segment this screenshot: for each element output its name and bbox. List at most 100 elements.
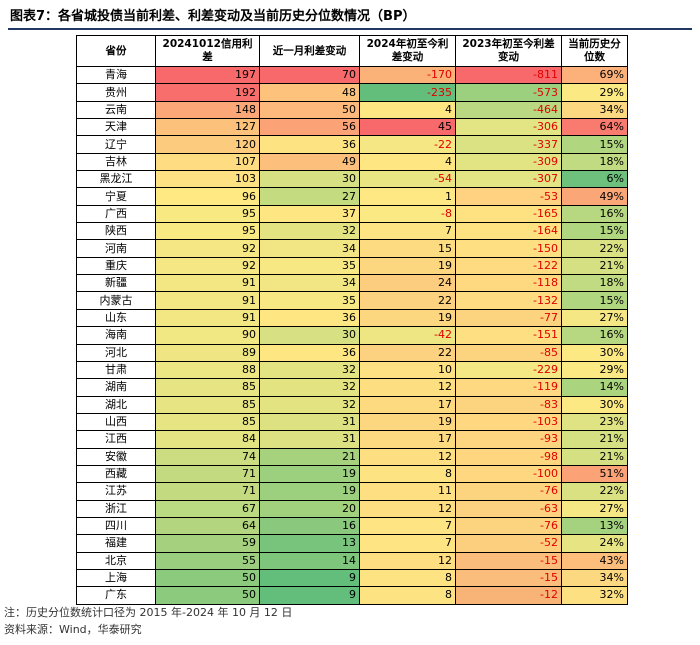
cell-credit-spread: 85 — [155, 378, 260, 397]
cell-one-month-change: 14 — [259, 551, 360, 570]
table-row: 福建 59 13 7 -52 24% — [76, 534, 628, 553]
cell-one-month-change: 21 — [259, 447, 360, 466]
cell-2024-ytd-change: -22 — [359, 135, 456, 154]
cell-one-month-change: 27 — [259, 187, 360, 206]
cell-credit-spread: 107 — [155, 152, 260, 172]
figure-title: 图表7：各省城投债当前利差、利差变动及当前历史分位数情况（BP） — [8, 6, 692, 30]
cell-credit-spread: 67 — [155, 499, 260, 518]
cell-province: 黑龙江 — [76, 170, 156, 189]
cell-2024-ytd-change: -42 — [359, 326, 456, 345]
cell-province: 天津 — [76, 118, 156, 137]
cell-2023-ytd-change: -15 — [455, 551, 562, 570]
cell-one-month-change: 49 — [259, 152, 360, 172]
cell-2024-ytd-change: 10 — [359, 360, 456, 380]
cell-credit-spread: 85 — [155, 395, 260, 414]
header-2023-ytd-change: 2023年初至今利差变动 — [455, 35, 562, 67]
table-row: 吉林 107 49 4 -309 18% — [76, 152, 628, 172]
cell-2023-ytd-change: -132 — [455, 291, 562, 310]
table-row: 浙江 67 20 12 -63 27% — [76, 499, 628, 518]
cell-2024-ytd-change: 7 — [359, 516, 456, 536]
cell-historical-percentile: 29% — [561, 360, 628, 380]
cell-historical-percentile: 21% — [561, 430, 628, 449]
cell-2023-ytd-change: -53 — [455, 187, 562, 206]
cell-2023-ytd-change: -573 — [455, 83, 562, 102]
cell-province: 北京 — [76, 551, 156, 570]
cell-2023-ytd-change: -307 — [455, 170, 562, 189]
cell-credit-spread: 96 — [155, 187, 260, 206]
table-row: 四川 64 16 7 -76 13% — [76, 516, 628, 536]
cell-2024-ytd-change: 7 — [359, 534, 456, 553]
cell-historical-percentile: 27% — [561, 499, 628, 518]
cell-2024-ytd-change: -235 — [359, 83, 456, 102]
cell-one-month-change: 30 — [259, 326, 360, 345]
header-one-month-change: 近一月利差变动 — [259, 35, 360, 67]
cell-historical-percentile: 49% — [561, 187, 628, 206]
spread-table: 省份 20241012信用利差 近一月利差变动 2024年初至今利差变动 202… — [76, 35, 628, 605]
cell-one-month-change: 31 — [259, 430, 360, 449]
cell-2023-ytd-change: -85 — [455, 343, 562, 362]
cell-credit-spread: 59 — [155, 534, 260, 553]
header-credit-spread: 20241012信用利差 — [155, 35, 260, 67]
cell-historical-percentile: 16% — [561, 204, 628, 224]
cell-one-month-change: 9 — [259, 568, 360, 588]
cell-2023-ytd-change: -165 — [455, 204, 562, 224]
cell-historical-percentile: 6% — [561, 170, 628, 189]
table-header-row: 省份 20241012信用利差 近一月利差变动 2024年初至今利差变动 202… — [76, 35, 628, 67]
cell-historical-percentile: 15% — [561, 291, 628, 310]
cell-2024-ytd-change: 8 — [359, 568, 456, 588]
cell-historical-percentile: 23% — [561, 412, 628, 432]
cell-province: 甘肃 — [76, 360, 156, 380]
table-row: 西藏 71 19 8 -100 51% — [76, 464, 628, 484]
cell-one-month-change: 32 — [259, 395, 360, 414]
cell-province: 吉林 — [76, 152, 156, 172]
cell-one-month-change: 48 — [259, 83, 360, 102]
cell-2023-ytd-change: -100 — [455, 464, 562, 484]
cell-historical-percentile: 13% — [561, 516, 628, 536]
table-row: 北京 55 14 12 -15 43% — [76, 551, 628, 570]
cell-2023-ytd-change: -118 — [455, 274, 562, 293]
cell-2024-ytd-change: 8 — [359, 586, 456, 605]
cell-province: 青海 — [76, 65, 156, 85]
cell-historical-percentile: 43% — [561, 551, 628, 570]
cell-province: 海南 — [76, 326, 156, 345]
cell-credit-spread: 50 — [155, 568, 260, 588]
cell-one-month-change: 16 — [259, 516, 360, 536]
cell-2023-ytd-change: -811 — [455, 65, 562, 85]
cell-2023-ytd-change: -337 — [455, 135, 562, 154]
cell-2024-ytd-change: 11 — [359, 482, 456, 501]
cell-credit-spread: 197 — [155, 65, 260, 85]
cell-credit-spread: 95 — [155, 222, 260, 241]
cell-credit-spread: 89 — [155, 343, 260, 362]
cell-province: 重庆 — [76, 256, 156, 276]
cell-province: 四川 — [76, 516, 156, 536]
cell-credit-spread: 88 — [155, 360, 260, 380]
cell-2024-ytd-change: 19 — [359, 412, 456, 432]
cell-credit-spread: 50 — [155, 586, 260, 605]
cell-historical-percentile: 15% — [561, 135, 628, 154]
cell-historical-percentile: 29% — [561, 83, 628, 102]
cell-one-month-change: 36 — [259, 135, 360, 154]
cell-2024-ytd-change: -170 — [359, 65, 456, 85]
cell-2023-ytd-change: -63 — [455, 499, 562, 518]
cell-2024-ytd-change: 12 — [359, 447, 456, 466]
cell-2023-ytd-change: -103 — [455, 412, 562, 432]
table-row: 甘肃 88 32 10 -229 29% — [76, 360, 628, 380]
table-row: 河北 89 36 22 -85 30% — [76, 343, 628, 362]
cell-province: 新疆 — [76, 274, 156, 293]
cell-credit-spread: 91 — [155, 291, 260, 310]
cell-historical-percentile: 34% — [561, 100, 628, 120]
cell-province: 山东 — [76, 308, 156, 328]
cell-province: 江苏 — [76, 482, 156, 501]
cell-2024-ytd-change: 12 — [359, 551, 456, 570]
cell-2024-ytd-change: 22 — [359, 343, 456, 362]
cell-province: 广东 — [76, 586, 156, 605]
cell-one-month-change: 56 — [259, 118, 360, 137]
cell-historical-percentile: 24% — [561, 534, 628, 553]
table-row: 青海 197 70 -170 -811 69% — [76, 65, 628, 85]
cell-credit-spread: 92 — [155, 256, 260, 276]
cell-credit-spread: 84 — [155, 430, 260, 449]
table-row: 安徽 74 21 12 -98 21% — [76, 447, 628, 466]
cell-2023-ytd-change: -229 — [455, 360, 562, 380]
table-row: 山西 85 31 19 -103 23% — [76, 412, 628, 432]
cell-2023-ytd-change: -77 — [455, 308, 562, 328]
